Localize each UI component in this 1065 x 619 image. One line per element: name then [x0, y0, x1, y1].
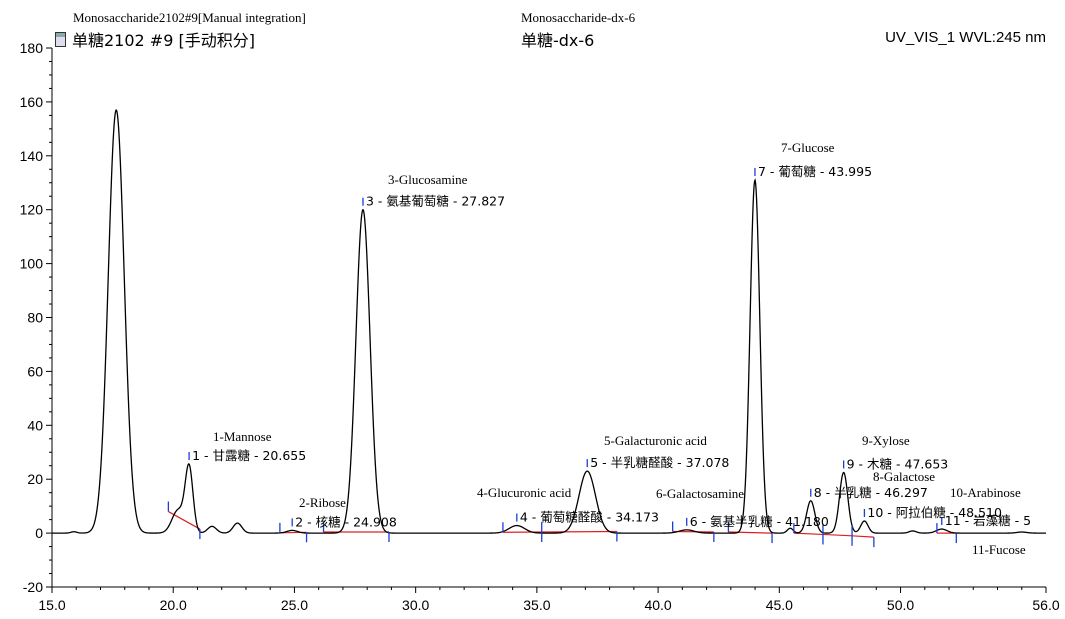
- peak-label-11: 11 - 岩藻糖 - 5: [945, 513, 1031, 528]
- peak-baseline: [728, 531, 773, 534]
- y-tick-label: 140: [20, 148, 44, 164]
- peak-label-3: 3 - 氨基葡萄糖 - 27.827: [366, 194, 505, 209]
- x-tick-label: 15.0: [38, 597, 65, 613]
- peak-label-8: 8 - 半乳糖 - 46.297: [814, 485, 928, 500]
- peak-annotation-8: 8-Galactose: [873, 469, 935, 484]
- peak-annotation-4: 4-Glucuronic acid: [477, 485, 572, 500]
- document-icon: [55, 32, 66, 47]
- peak-annotation-2: 2-Ribose: [299, 495, 346, 510]
- peak-annotation-5: 5-Galacturonic acid: [604, 433, 707, 448]
- sample-name-cn: 单糖-dx-6: [521, 31, 595, 50]
- y-tick-label: 160: [20, 94, 44, 110]
- peak-label-5: 5 - 半乳糖醛酸 - 37.078: [590, 455, 729, 470]
- chromatogram-trace: [52, 109, 1046, 534]
- chromatogram-source-title-en: Monosaccharide2102#9[Manual integration]: [73, 10, 306, 25]
- y-tick-label: 0: [35, 525, 43, 541]
- y-tick-label: 20: [27, 471, 43, 487]
- x-tick-label: 30.0: [402, 597, 429, 613]
- peak-annotation-7: 7-Glucose: [781, 140, 835, 155]
- peak-label-9: 9 - 木糖 - 47.653: [847, 456, 949, 471]
- source-title-cn-text: 单糖2102 #9 [手动积分]: [72, 31, 255, 50]
- peak-annotation-1: 1-Mannose: [213, 429, 272, 444]
- y-tick-label: 180: [20, 40, 44, 56]
- x-tick-label: 35.0: [523, 597, 550, 613]
- peak-label-6: 6 - 氨基半乳糖 - 41.180: [690, 514, 829, 529]
- x-tick-label: 50.0: [887, 597, 914, 613]
- peak-label-4: 4 - 葡萄糖醛酸 - 34.173: [520, 510, 659, 525]
- peak-baseline: [822, 533, 853, 537]
- x-tick-label: 56.0: [1032, 597, 1059, 613]
- x-tick-label: 40.0: [644, 597, 671, 613]
- peak-label-10: 10 - 阿拉伯糖 - 48.510: [867, 505, 1002, 520]
- x-tick-label: 20.0: [160, 597, 187, 613]
- y-tick-label: -20: [23, 579, 43, 595]
- peak-label-7: 7 - 葡萄糖 - 43.995: [758, 164, 872, 179]
- peak-baseline: [852, 535, 874, 538]
- x-tick-label: 45.0: [766, 597, 793, 613]
- y-tick-label: 40: [27, 417, 43, 433]
- y-tick-label: 120: [20, 202, 44, 218]
- peak-label-1: 1 - 甘露糖 - 20.655: [192, 448, 306, 463]
- peak-baseline: [541, 530, 617, 533]
- sample-name-en: Monosaccharide-dx-6: [521, 10, 636, 25]
- peak-annotation-9: 9-Xylose: [862, 433, 910, 448]
- x-tick-label: 25.0: [281, 597, 308, 613]
- y-tick-label: 80: [27, 310, 43, 326]
- peak-annotation-6: 6-Galactosamine: [656, 486, 744, 501]
- peak-baseline: [793, 532, 823, 536]
- peak-annotation-10: 10-Arabinose: [950, 485, 1021, 500]
- peak-label-2: 2 - 核糖 - 24.908: [295, 514, 397, 529]
- y-tick-label: 100: [20, 256, 44, 272]
- peak-annotation-11: 11-Fucose: [972, 542, 1026, 557]
- chromatogram-source-title-cn: 单糖2102 #9 [手动积分]: [55, 27, 255, 51]
- y-tick-label: 60: [27, 363, 43, 379]
- peak-annotation-3: 3-Glucosamine: [388, 172, 468, 187]
- detector-channel-label: UV_VIS_1 WVL:245 nm: [885, 29, 1046, 46]
